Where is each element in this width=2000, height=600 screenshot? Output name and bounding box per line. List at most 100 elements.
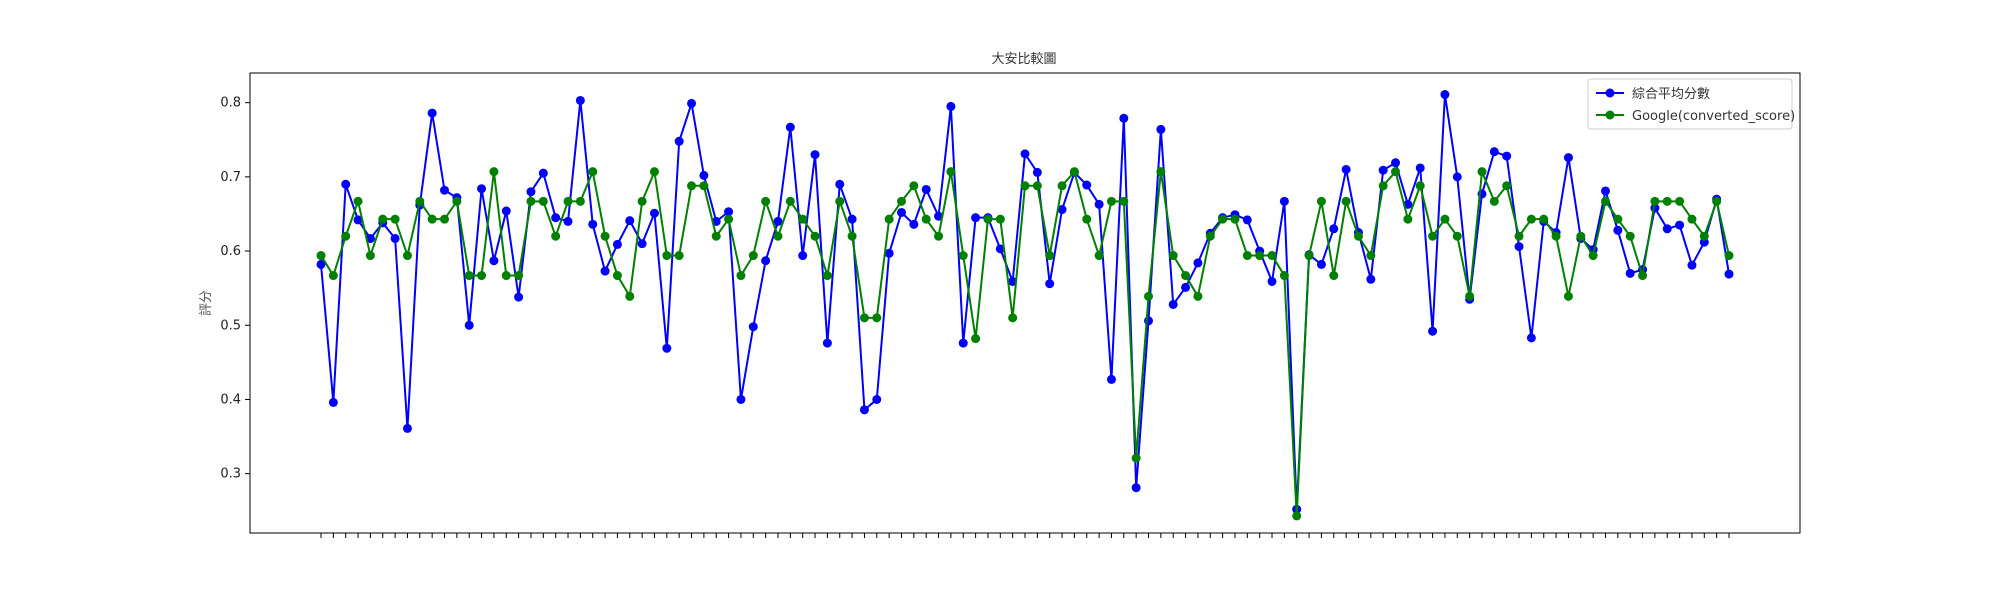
data-point — [822, 338, 832, 348]
data-point — [328, 397, 338, 407]
data-point — [1267, 276, 1277, 286]
data-point — [477, 184, 487, 194]
data-point — [810, 150, 820, 160]
data-point — [872, 313, 882, 323]
data-point — [773, 216, 783, 226]
data-point — [971, 334, 981, 344]
data-point — [588, 219, 598, 229]
legend-label: 綜合平均分數 — [1632, 87, 1710, 102]
data-point — [390, 214, 400, 224]
data-point — [1699, 231, 1709, 241]
data-point — [612, 239, 622, 249]
data-point — [662, 251, 672, 261]
data-point — [1242, 251, 1252, 261]
data-point — [1119, 196, 1129, 206]
data-point — [995, 244, 1005, 254]
data-point — [1020, 181, 1030, 191]
data-point — [1020, 149, 1030, 159]
data-point — [1613, 225, 1623, 235]
series-line — [320, 170, 1730, 517]
data-point — [1106, 196, 1116, 206]
data-point — [1662, 196, 1672, 206]
data-point — [1193, 291, 1203, 301]
data-point — [1279, 196, 1289, 206]
data-point — [1675, 196, 1685, 206]
data-point — [711, 231, 721, 241]
series-2 — [316, 167, 1734, 521]
data-point — [1563, 291, 1573, 301]
data-point — [1353, 231, 1363, 241]
plot-area-frame — [249, 72, 1801, 534]
data-point — [1687, 214, 1697, 224]
y-tick-label: 0.6 — [220, 244, 241, 259]
data-point — [687, 181, 697, 191]
data-point — [477, 271, 487, 281]
data-point — [896, 207, 906, 217]
data-point — [1094, 251, 1104, 261]
data-point — [835, 196, 845, 206]
data-point — [402, 423, 412, 433]
y-axis-title: 評分 — [199, 290, 214, 316]
data-point — [1526, 333, 1536, 343]
data-point — [748, 251, 758, 261]
data-point — [1662, 224, 1672, 234]
data-point — [946, 101, 956, 111]
data-point — [1465, 291, 1475, 301]
chart-title: 大安比較圖 — [991, 52, 1056, 67]
data-point — [1514, 231, 1524, 241]
data-point — [649, 167, 659, 177]
legend-label: Google(converted_score) — [1632, 109, 1795, 124]
data-point — [563, 216, 573, 226]
data-point — [501, 206, 511, 216]
data-point — [316, 251, 326, 261]
data-point — [859, 313, 869, 323]
data-point — [921, 214, 931, 224]
data-point — [1181, 271, 1191, 281]
data-point — [489, 167, 499, 177]
data-point — [1082, 214, 1092, 224]
data-point — [415, 196, 425, 206]
data-point — [489, 256, 499, 266]
data-point — [1452, 231, 1462, 241]
data-point — [983, 214, 993, 224]
data-point — [847, 214, 857, 224]
data-point — [1329, 224, 1339, 234]
data-point — [798, 251, 808, 261]
data-point — [1242, 215, 1252, 225]
y-tick-label: 0.5 — [220, 318, 241, 333]
data-point — [551, 231, 561, 241]
data-point — [1489, 147, 1499, 157]
data-point — [1366, 274, 1376, 284]
data-point — [909, 181, 919, 191]
data-point — [1415, 163, 1425, 173]
data-point — [427, 214, 437, 224]
data-point — [1057, 181, 1067, 191]
data-point — [1069, 167, 1079, 177]
legend-frame — [1587, 78, 1793, 130]
data-point — [1292, 511, 1302, 521]
data-point — [1341, 196, 1351, 206]
data-point — [1391, 167, 1401, 177]
data-point — [316, 259, 326, 269]
data-point — [353, 196, 363, 206]
data-point — [526, 196, 536, 206]
data-point — [835, 179, 845, 189]
data-point — [1650, 196, 1660, 206]
data-point — [365, 251, 375, 261]
data-point — [1304, 251, 1314, 261]
data-point — [1638, 271, 1648, 281]
data-point — [1032, 167, 1042, 177]
data-point — [1600, 186, 1610, 196]
y-axis: 0.3 0.4 0.5 0.6 0.7 0.8 — [220, 96, 250, 482]
data-point — [1415, 181, 1425, 191]
data-point — [724, 207, 734, 217]
data-point — [1329, 271, 1339, 281]
data-point — [1502, 151, 1512, 161]
legend-item: Google(converted_score) — [1596, 109, 1795, 124]
data-point — [896, 196, 906, 206]
data-point — [1724, 251, 1734, 261]
data-point — [390, 233, 400, 243]
data-point — [341, 231, 351, 241]
data-point — [551, 213, 561, 223]
data-point — [1539, 214, 1549, 224]
